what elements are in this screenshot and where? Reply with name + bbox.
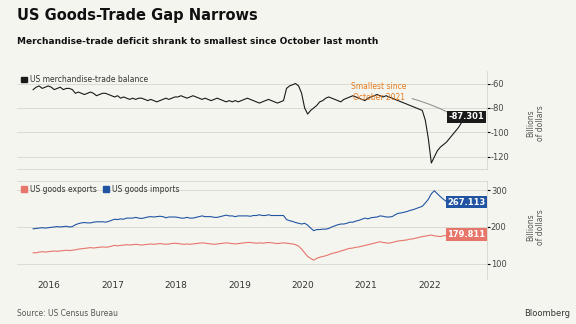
Text: -87.301: -87.301 [449,112,484,122]
Text: Smallest since
October 2021: Smallest since October 2021 [351,82,455,116]
Text: Merchandise-trade deficit shrank to smallest since October last month: Merchandise-trade deficit shrank to smal… [17,37,378,46]
Text: Billions
of dollars: Billions of dollars [526,209,545,245]
Text: Source: US Census Bureau: Source: US Census Bureau [17,308,118,318]
Text: Bloomberg: Bloomberg [524,308,570,318]
Text: 267.113: 267.113 [448,198,486,207]
Legend: US goods exports, US goods imports: US goods exports, US goods imports [21,185,180,194]
Text: US Goods-Trade Gap Narrows: US Goods-Trade Gap Narrows [17,8,258,23]
Text: Billions
of dollars: Billions of dollars [526,105,545,141]
Text: 179.811: 179.811 [448,230,486,239]
Legend: US merchandise-trade balance: US merchandise-trade balance [21,75,149,84]
